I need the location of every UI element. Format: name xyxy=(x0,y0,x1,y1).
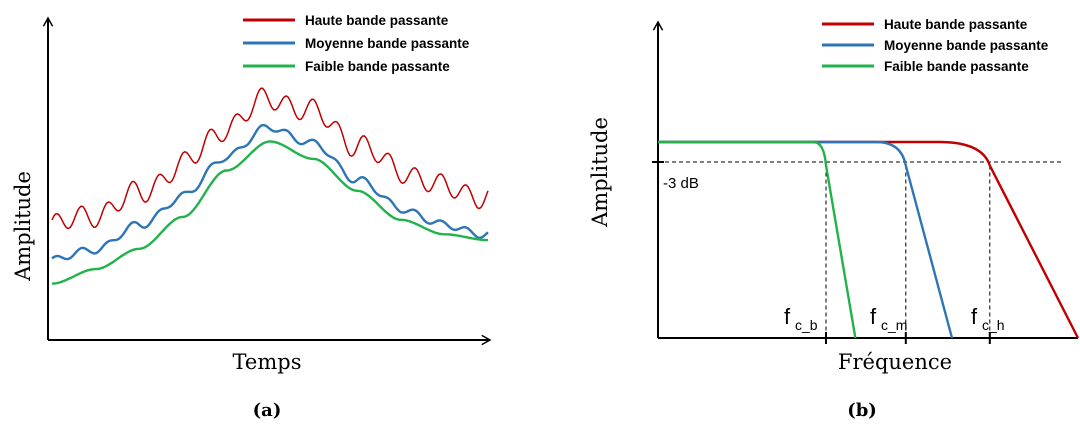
panel-b-minus-3db-label: -3 dB xyxy=(663,175,699,192)
fc-low-main: f xyxy=(784,304,791,329)
panel-b-legend: Haute bande passante Moyenne bande passa… xyxy=(822,17,1049,74)
panel-a-legend: Haute bande passante Moyenne bande passa… xyxy=(243,13,470,74)
fc-high-sub: c_h xyxy=(982,317,1005,333)
panel-b-series-medium xyxy=(658,140,954,339)
panel-a-label: (a) xyxy=(253,400,282,421)
panel-a-series-medium xyxy=(51,123,489,261)
panel-b-y-axis-title: Amplitude xyxy=(588,117,612,228)
legend-b-high-label: Haute bande passante xyxy=(884,17,1028,32)
panel-b-series-group xyxy=(658,140,1080,339)
panel-a-x-axis-title: Temps xyxy=(233,350,302,374)
fc-medium-sub: c_m xyxy=(881,317,907,333)
fc-low-sub: c_b xyxy=(795,317,818,333)
legend-b-medium-label: Moyenne bande passante xyxy=(884,38,1049,53)
fc-medium-main: f xyxy=(870,304,877,329)
panel-b-series-low xyxy=(658,140,857,339)
panel-b-cutoff-label-low: f c_b xyxy=(784,304,818,333)
panel-b-cutoff-label-medium: f c_m xyxy=(870,304,907,333)
panel-b-cutoff-label-high: f c_h xyxy=(971,304,1005,333)
legend-a-low-label: Faible bande passante xyxy=(305,59,450,74)
panel-b-x-axis-title: Fréquence xyxy=(838,350,952,374)
legend-b-low-label: Faible bande passante xyxy=(884,59,1029,74)
panel-a-series-group xyxy=(51,87,489,285)
panel-b-label: (b) xyxy=(847,400,877,421)
legend-a-medium-label: Moyenne bande passante xyxy=(305,36,470,51)
chart-panel-a: Amplitude Temps (a) Haute bande passante… xyxy=(11,13,492,421)
chart-panel-b: -3 dB f c_b f c_m f c_h Amplitude Fréque… xyxy=(588,17,1080,421)
panel-a-series-high xyxy=(51,87,489,230)
legend-a-high-label: Haute bande passante xyxy=(305,13,449,28)
panel-b-cutoff-guides xyxy=(825,165,991,344)
panel-a-y-axis-title: Amplitude xyxy=(11,171,35,282)
panel-b-series-high xyxy=(658,140,1080,339)
fc-high-main: f xyxy=(971,304,978,329)
panel-a-series-low xyxy=(51,140,488,285)
